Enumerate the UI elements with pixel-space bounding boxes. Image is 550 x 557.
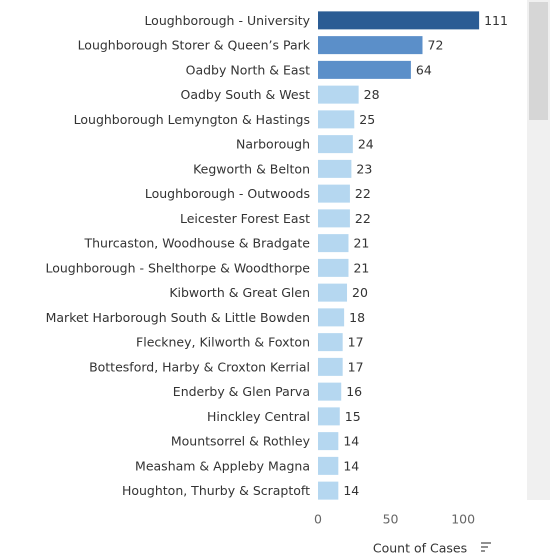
- bar: [318, 209, 350, 228]
- bar: [318, 258, 349, 277]
- category-label: Loughborough - Outwoods: [145, 186, 310, 201]
- value-label: 64: [416, 62, 432, 77]
- bar: [318, 407, 340, 426]
- category-label: Bottesford, Harby & Croxton Kerrial: [89, 359, 310, 374]
- category-label: Loughborough - University: [144, 13, 310, 28]
- category-label: Houghton, Thurby & Scraptoft: [122, 483, 310, 498]
- bar: [318, 184, 350, 203]
- value-label: 14: [343, 483, 359, 498]
- category-label: Measham & Appleby Magna: [135, 458, 310, 473]
- category-label: Fleckney, Kilworth & Foxton: [136, 335, 310, 350]
- category-label: Thurcaston, Woodhouse & Bradgate: [83, 236, 310, 251]
- bar: [318, 333, 343, 352]
- bar: [318, 159, 352, 178]
- category-label: Kibworth & Great Glen: [169, 285, 310, 300]
- value-label: 18: [349, 310, 365, 325]
- category-label: Loughborough Lemyngton & Hastings: [74, 112, 310, 127]
- value-label: 17: [348, 359, 364, 374]
- value-label: 15: [345, 409, 361, 424]
- bar: [318, 11, 480, 30]
- x-axis-label: Count of Cases: [373, 541, 467, 556]
- value-label: 24: [358, 137, 374, 152]
- x-tick-label: 50: [383, 512, 399, 527]
- x-tick-label: 0: [314, 512, 322, 527]
- value-label: 14: [343, 458, 359, 473]
- scrollbar-track[interactable]: [527, 0, 550, 500]
- bar: [318, 135, 353, 154]
- category-label: Kegworth & Belton: [193, 161, 310, 176]
- sort-icon[interactable]: [481, 542, 491, 552]
- category-label: Narborough: [236, 137, 310, 152]
- bar: [318, 60, 411, 79]
- value-label: 22: [355, 186, 371, 201]
- bar: [318, 432, 339, 451]
- bar: [318, 234, 349, 253]
- bar: [318, 456, 339, 475]
- value-label: 72: [428, 38, 444, 53]
- category-label: Enderby & Glen Parva: [173, 384, 310, 399]
- category-label: Loughborough Storer & Queen’s Park: [78, 38, 311, 53]
- category-label: Loughborough - Shelthorpe & Woodthorpe: [45, 260, 310, 275]
- scrollbar-thumb[interactable]: [529, 2, 548, 120]
- value-label: 17: [348, 335, 364, 350]
- category-label: Market Harborough South & Little Bowden: [46, 310, 310, 325]
- bar: [318, 357, 343, 376]
- category-label: Oadby North & East: [186, 62, 310, 77]
- category-label: Hinckley Central: [207, 409, 310, 424]
- bar: [318, 283, 348, 302]
- value-label: 14: [343, 434, 359, 449]
- bar: [318, 110, 355, 129]
- category-label: Oadby South & West: [181, 87, 311, 102]
- value-label: 111: [484, 13, 508, 28]
- bar: [318, 382, 342, 401]
- value-label: 25: [359, 112, 375, 127]
- bar: [318, 36, 423, 55]
- value-label: 20: [352, 285, 368, 300]
- value-label: 21: [353, 236, 369, 251]
- value-label: 16: [346, 384, 362, 399]
- x-tick-label: 100: [451, 512, 475, 527]
- bar: [318, 308, 345, 327]
- bar: [318, 481, 339, 500]
- value-label: 23: [356, 161, 372, 176]
- category-label: Leicester Forest East: [180, 211, 310, 226]
- bar: [318, 85, 359, 104]
- value-label: 28: [364, 87, 380, 102]
- value-label: 22: [355, 211, 371, 226]
- value-label: 21: [353, 260, 369, 275]
- category-label: Mountsorrel & Rothley: [171, 434, 311, 449]
